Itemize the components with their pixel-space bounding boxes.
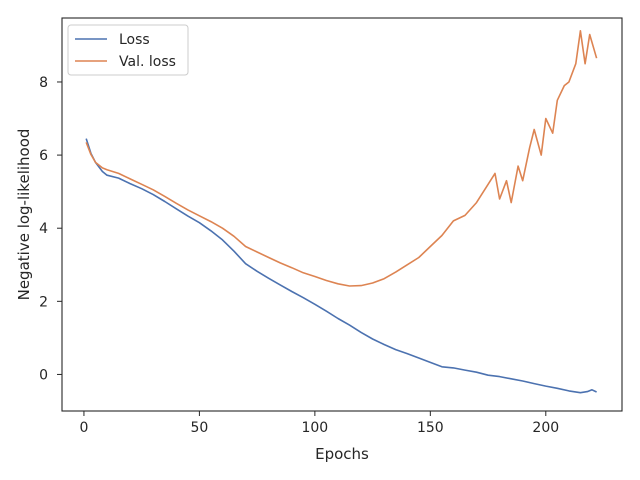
y-axis: 0 2 4 6 8 [39, 75, 62, 383]
x-tick-label: 200 [532, 420, 559, 436]
series-line-loss [85, 138, 597, 394]
x-axis: 0 50 100 150 200 [79, 411, 559, 436]
plot-background [61, 17, 623, 412]
series-line-val-loss [85, 29, 598, 287]
x-tick-label: 150 [417, 420, 444, 436]
x-tick-label: 100 [301, 420, 328, 436]
y-tick-label: 2 [39, 294, 48, 310]
legend: Loss Val. loss [67, 24, 189, 76]
x-tick-label: 50 [190, 420, 208, 436]
legend-label-loss: Loss [119, 32, 150, 48]
series-lines [85, 29, 598, 394]
y-tick-label: 8 [39, 75, 48, 91]
y-axis-label: Negative log-likelihood [15, 129, 33, 301]
x-tick-label: 0 [79, 420, 88, 436]
y-tick-label: 0 [39, 367, 48, 383]
legend-box [67, 24, 189, 76]
legend-label-val-loss: Val. loss [119, 54, 176, 70]
y-tick-label: 4 [39, 221, 48, 237]
x-axis-label: Epochs [315, 445, 369, 463]
y-tick-label: 6 [39, 148, 48, 164]
